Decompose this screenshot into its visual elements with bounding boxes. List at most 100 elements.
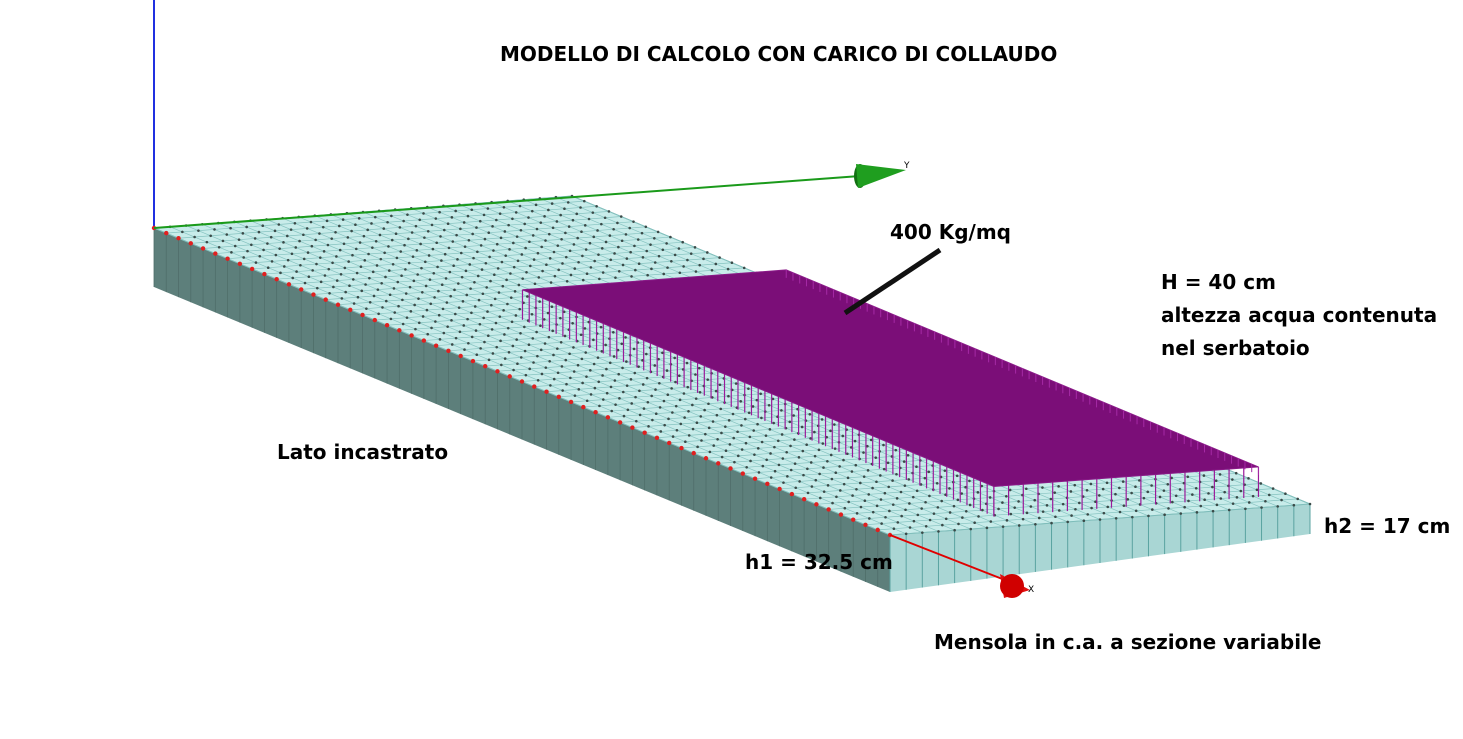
mesh-node: [561, 389, 564, 392]
mesh-node: [634, 268, 637, 272]
mesh-node: [338, 248, 342, 252]
mesh-node: [1102, 511, 1106, 515]
mesh-node: [466, 214, 470, 218]
mesh-node: [633, 371, 637, 375]
mesh-node: [904, 532, 908, 536]
mesh-node: [789, 444, 792, 448]
mesh-node: [644, 225, 648, 229]
mesh-node: [809, 437, 812, 440]
mesh-node: [393, 311, 397, 314]
support-node: [164, 230, 169, 236]
mesh-node: [634, 395, 637, 399]
mesh-node: [564, 231, 567, 235]
mesh-node: [483, 237, 487, 241]
mesh-node: [1195, 511, 1199, 514]
support-node: [740, 471, 745, 476]
mesh-node: [616, 221, 619, 225]
mesh-node: [685, 361, 689, 365]
mesh-node: [1098, 494, 1101, 497]
mesh-node: [724, 449, 728, 453]
mesh-node: [813, 430, 816, 434]
mesh-node: [964, 485, 967, 489]
mesh-node: [404, 268, 407, 271]
mesh-node: [530, 209, 534, 213]
mesh-node: [395, 256, 399, 260]
mesh-node: [1086, 513, 1090, 516]
mesh-node: [498, 212, 502, 215]
mesh-node: [298, 239, 301, 243]
mesh-node: [773, 469, 777, 473]
mesh-node: [678, 398, 682, 402]
mesh-node: [399, 250, 403, 253]
mesh-node: [699, 415, 703, 418]
mesh-node: [384, 275, 387, 279]
mesh-node: [755, 398, 759, 402]
mesh-node: [780, 409, 783, 412]
mesh-node: [665, 242, 668, 245]
mesh-node: [543, 342, 547, 345]
mesh-node: [597, 380, 601, 384]
mesh-node: [747, 387, 750, 390]
mesh-node: [197, 229, 200, 232]
mesh-node: [900, 514, 903, 518]
mesh-node: [373, 215, 377, 219]
mesh-node: [524, 246, 527, 250]
mesh-node: [431, 247, 435, 251]
mesh-node: [592, 235, 596, 239]
mesh-node: [630, 275, 633, 278]
mesh-node: [886, 461, 890, 465]
mesh-node: [696, 445, 699, 449]
mesh-node: [592, 338, 595, 342]
mesh-node: [801, 449, 805, 453]
mesh-node: [706, 251, 709, 254]
support-node: [262, 271, 267, 277]
x-axis: [889, 534, 1011, 583]
mesh-node: [1126, 498, 1130, 501]
mesh-node: [388, 293, 392, 297]
mesh-node: [980, 484, 984, 488]
mesh-node: [290, 252, 294, 256]
mesh-node: [396, 280, 400, 284]
support-node: [703, 456, 709, 461]
mesh-node: [1054, 515, 1057, 519]
mesh-node: [354, 223, 357, 227]
mesh-node: [580, 230, 583, 234]
mesh-node: [181, 230, 184, 234]
mesh-node: [286, 258, 290, 262]
mesh-node: [295, 270, 298, 273]
mesh-node: [518, 204, 522, 208]
support-node: [421, 338, 427, 343]
mesh-node: [342, 242, 346, 246]
mesh-node: [1121, 480, 1125, 483]
mesh-node: [504, 254, 508, 257]
mesh-node: [826, 459, 829, 463]
mesh-node: [1034, 522, 1037, 526]
mesh-node: [675, 428, 679, 432]
mesh-node: [777, 463, 781, 467]
mesh-node: [600, 222, 603, 226]
mesh-node: [332, 285, 335, 289]
mesh-node: [609, 385, 613, 389]
mesh-node: [1118, 486, 1121, 490]
mesh-node: [1170, 476, 1173, 480]
mesh-node: [446, 325, 449, 328]
mesh-node: [334, 230, 337, 234]
mesh-node: [892, 527, 896, 530]
mesh-node: [662, 272, 666, 276]
mesh-node: [769, 476, 773, 479]
mesh-node: [274, 253, 278, 257]
mesh-node: [772, 421, 775, 425]
mesh-node: [1280, 498, 1283, 502]
mesh-node: [908, 502, 911, 505]
mesh-node: [792, 414, 795, 417]
mesh-node: [924, 525, 928, 528]
mesh-node: [653, 364, 657, 367]
mesh-node: [560, 237, 563, 241]
support-node: [409, 333, 414, 338]
mesh-node: [532, 258, 536, 261]
mesh-node: [541, 269, 544, 273]
mesh-node: [695, 421, 699, 425]
mesh-node: [498, 315, 502, 318]
water-height-desc-2: nel serbatoio: [1161, 336, 1310, 360]
mesh-node: [1005, 519, 1009, 522]
